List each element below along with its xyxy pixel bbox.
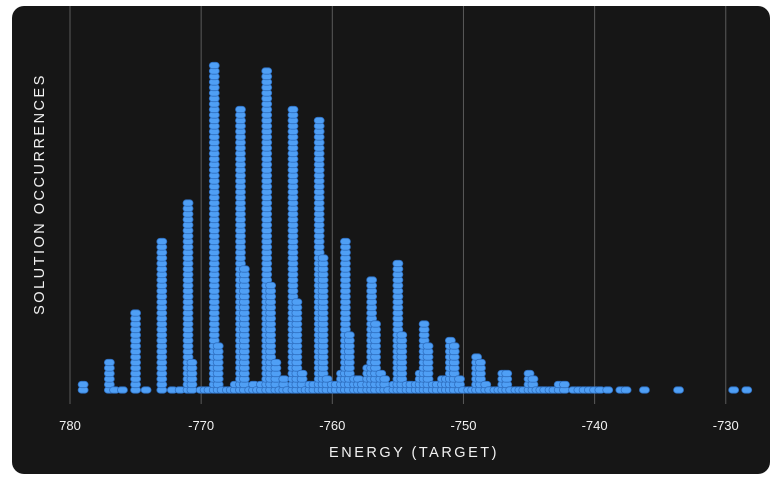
data-point xyxy=(182,199,194,207)
x-tick-label: -770 xyxy=(188,418,214,433)
data-point xyxy=(379,375,391,383)
x-axis-label: ENERGY (TARGET) xyxy=(329,445,499,461)
data-point xyxy=(418,320,430,328)
data-point xyxy=(454,375,465,383)
data-point xyxy=(208,61,220,70)
data-point xyxy=(130,309,141,317)
data-point xyxy=(317,254,329,262)
x-tick-label: -750 xyxy=(450,418,476,433)
x-axis-ticks: 780 -770 -760 -750 -740 -730 xyxy=(59,418,739,433)
grid-lines xyxy=(69,6,727,404)
data-point xyxy=(639,386,650,394)
x-tick-label: -760 xyxy=(319,418,345,433)
x-tick-label: 780 xyxy=(59,418,81,433)
data-point xyxy=(343,331,355,339)
data-point xyxy=(278,375,290,383)
data-point xyxy=(602,386,614,394)
y-axis-label: SOLUTION OCCURRENCES xyxy=(32,73,48,315)
data-point xyxy=(321,375,333,383)
data-point xyxy=(270,358,282,367)
data-point xyxy=(235,105,246,114)
data-point xyxy=(673,386,684,394)
data-point xyxy=(77,380,89,389)
data-point xyxy=(212,342,224,350)
data-points xyxy=(77,61,753,394)
data-point xyxy=(501,369,513,378)
data-point xyxy=(448,342,460,350)
data-point xyxy=(741,386,753,394)
data-point xyxy=(261,67,273,75)
data-point xyxy=(527,375,539,383)
data-point xyxy=(287,105,299,114)
data-point xyxy=(340,237,351,246)
data-point xyxy=(156,237,168,246)
x-tick-label: -730 xyxy=(713,418,739,433)
data-point xyxy=(620,386,632,394)
data-point xyxy=(475,358,486,367)
chart-card: 780 -770 -760 -750 -740 -730 ENERGY (TARGET) … xyxy=(12,6,770,474)
data-point xyxy=(239,265,250,273)
data-point xyxy=(291,298,303,306)
data-point xyxy=(422,342,434,350)
data-point xyxy=(396,331,408,339)
data-point xyxy=(366,276,378,284)
data-point xyxy=(140,386,152,394)
data-point xyxy=(728,386,740,394)
x-tick-label: -740 xyxy=(582,418,608,433)
data-point xyxy=(117,386,128,394)
data-point xyxy=(559,380,570,389)
data-point xyxy=(296,369,308,378)
data-point xyxy=(186,358,198,367)
data-point xyxy=(265,281,277,290)
data-point xyxy=(392,259,404,268)
data-point xyxy=(313,116,325,125)
data-point xyxy=(370,320,381,328)
scatter-chart: 780 -770 -760 -750 -740 -730 ENERGY (TARGET) … xyxy=(32,6,753,461)
data-point xyxy=(103,358,115,367)
